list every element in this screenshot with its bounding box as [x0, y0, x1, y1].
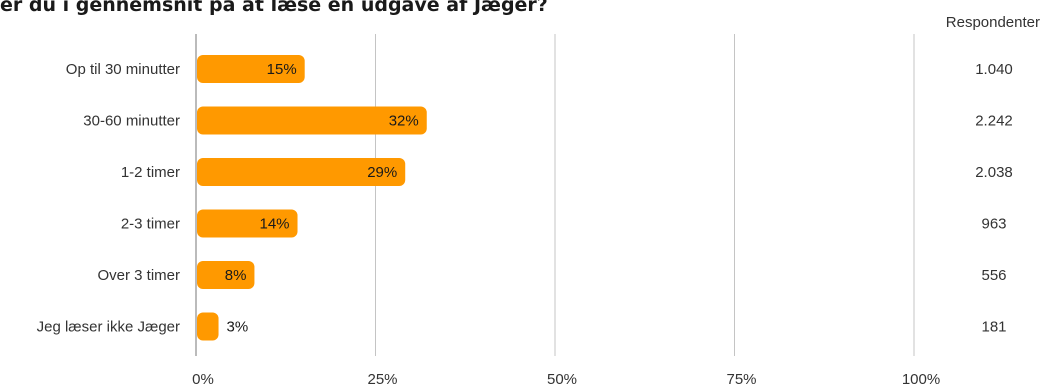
labels: 0% 25% 50% 75% 100% Respondenter Op til 30 min…	[37, 14, 1040, 387]
bars	[197, 55, 427, 341]
bar	[197, 106, 427, 135]
category-label: Op til 30 minutter	[66, 61, 180, 78]
value-label: 29%	[367, 164, 397, 181]
x-tick-label: 50%	[547, 371, 577, 387]
x-tick-label: 25%	[367, 371, 397, 387]
value-label: 14%	[259, 216, 289, 233]
bar	[197, 312, 219, 341]
category-label: 2-3 timer	[121, 216, 180, 233]
value-label: 3%	[227, 319, 249, 336]
x-tick-label: 100%	[902, 371, 940, 387]
respondents-count: 181	[981, 319, 1006, 336]
category-label: 30-60 minutter	[83, 113, 180, 130]
respondents-count: 2.038	[975, 164, 1013, 181]
respondents-count: 2.242	[975, 113, 1013, 130]
bar	[197, 261, 255, 289]
chart-title: er du i gennemsnit på at læse en udgave …	[0, 0, 548, 16]
x-tick-label: 75%	[726, 371, 756, 387]
respondents-count: 1.040	[975, 61, 1013, 78]
value-label: 32%	[389, 113, 419, 130]
x-tick-label: 0%	[192, 371, 214, 387]
respondents-count: 963	[981, 216, 1006, 233]
category-label: Jeg læser ikke Jæger	[37, 319, 180, 336]
value-label: 8%	[225, 267, 247, 284]
value-label: 15%	[267, 61, 297, 78]
bar	[197, 209, 298, 238]
grid-lines	[195, 34, 915, 356]
category-label: Over 3 timer	[97, 267, 180, 284]
respondents-header: Respondenter	[946, 14, 1040, 31]
category-label: 1-2 timer	[121, 164, 180, 181]
respondents-count: 556	[981, 267, 1006, 284]
bar	[197, 55, 305, 83]
bar	[197, 158, 406, 186]
